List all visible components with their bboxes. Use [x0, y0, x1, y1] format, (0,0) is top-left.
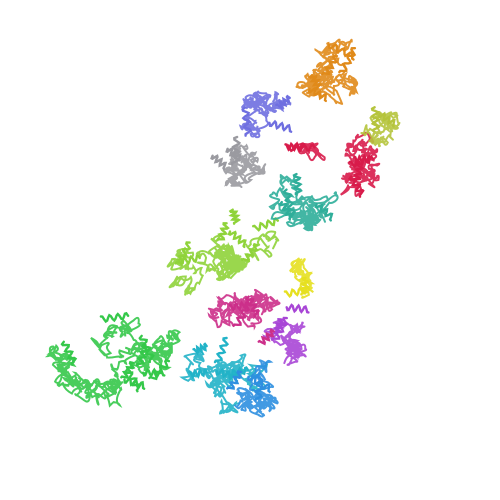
cyan-chain	[179, 336, 268, 415]
violet-chain-helix	[285, 303, 310, 314]
blue-chain-helix	[241, 106, 253, 137]
orange-chain-helix	[327, 43, 355, 61]
lime-chain-helix	[175, 254, 201, 266]
crimson-chain	[284, 141, 326, 162]
orange-chain	[295, 38, 359, 105]
green-chain-helix	[135, 344, 149, 367]
magenta-chain-backbone	[207, 288, 281, 331]
olive-chain-helix	[377, 111, 396, 128]
cyan-chain-helix	[213, 336, 230, 364]
yellow-chain-helix	[283, 285, 311, 299]
teal-chain	[268, 172, 339, 232]
blue-chain	[238, 90, 293, 139]
orange-chain-helix	[338, 47, 357, 74]
teal-chain-helix	[282, 188, 296, 219]
green-chain-helix	[138, 334, 155, 364]
olive-chain	[360, 106, 401, 148]
gray-chain-helix	[210, 154, 228, 171]
violet-chain-helix	[273, 318, 286, 334]
orange-chain-helix	[307, 86, 328, 103]
yellow-chain-backbone	[289, 257, 316, 299]
green-chain-backbone	[44, 316, 182, 408]
skyblue-chain-helix	[253, 372, 264, 402]
orange-chain-helix	[321, 54, 339, 76]
blue-chain-helix	[268, 119, 293, 133]
crimson-chain-helix	[352, 162, 365, 182]
lime-chain	[195, 208, 280, 282]
lime-chain-helix	[227, 230, 247, 249]
lime-chain-helix	[228, 208, 242, 225]
crimson-chain	[340, 131, 381, 198]
cyan-chain-helix	[188, 367, 208, 380]
olive-chain-backbone	[360, 110, 401, 148]
violet-chain	[262, 303, 310, 366]
crimson-chain-helix	[284, 141, 305, 153]
lime-chain-helix	[216, 222, 230, 242]
skyblue-chain	[226, 359, 279, 418]
teal-chain-backbone	[268, 174, 339, 232]
green-chain	[44, 311, 182, 408]
blue-chain-helix	[275, 94, 291, 110]
skyblue-chain-helix	[226, 370, 243, 390]
gray-chain-helix	[225, 146, 242, 162]
green-chain-helix	[123, 376, 146, 390]
green-chain-helix	[60, 340, 78, 366]
green-chain-helix	[148, 358, 171, 381]
green-chain-helix	[99, 311, 130, 324]
magenta-chain-helix	[257, 328, 275, 346]
gray-chain-backbone	[223, 143, 267, 188]
yellow-chain	[283, 257, 316, 299]
olive-chain-helix	[370, 106, 381, 133]
crimson-chain-helix	[347, 175, 365, 198]
blue-chain-backbone	[238, 90, 292, 139]
orange-chain-helix	[308, 73, 323, 91]
teal-chain-helix	[292, 172, 303, 196]
lime-chain-helix	[252, 217, 279, 232]
gray-chain	[210, 135, 267, 188]
magenta-chain-helix	[232, 302, 251, 327]
crimson-chain-helix	[353, 153, 372, 166]
cyan-chain-helix	[215, 368, 239, 383]
teal-chain-helix	[278, 200, 295, 221]
teal-chain-helix	[314, 202, 334, 222]
lime-chain-backbone	[195, 230, 280, 282]
magenta-chain-helix	[245, 295, 261, 318]
violet-chain-helix	[271, 316, 289, 341]
cyan-chain-helix	[192, 342, 208, 356]
lime-chain-helix	[241, 242, 259, 263]
magenta-chain	[207, 288, 281, 346]
lime-chain-backbone	[166, 246, 205, 296]
lime-chain	[166, 241, 205, 296]
